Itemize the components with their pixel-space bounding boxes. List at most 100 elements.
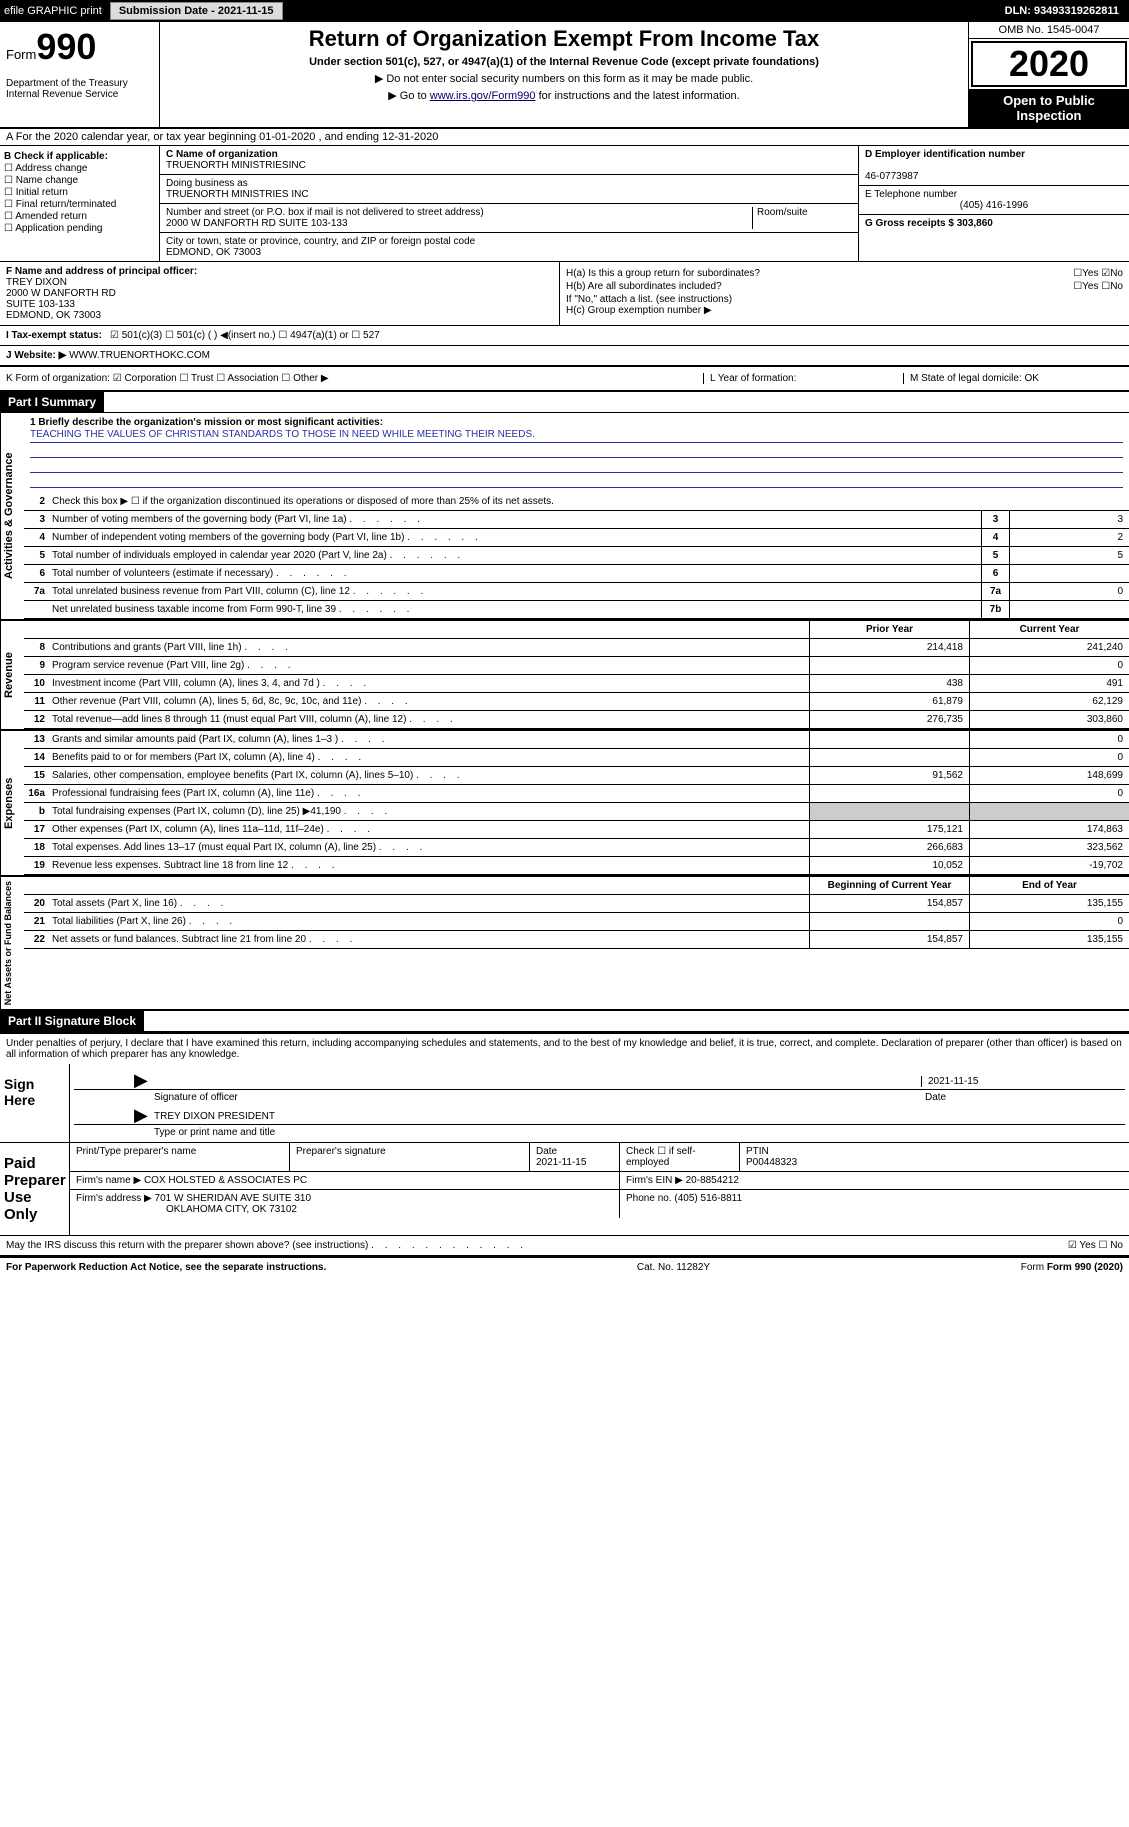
side-net: Net Assets or Fund Balances (0, 877, 24, 1009)
check-item[interactable]: ☐ Address change (4, 163, 155, 174)
summary-line: 19Revenue less expenses. Subtract line 1… (24, 857, 1129, 875)
tax-year: 2020 (971, 41, 1127, 87)
sign-here-row: Sign Here ▶ 2021-11-15 Signature of offi… (0, 1064, 1129, 1143)
irs-link[interactable]: www.irs.gov/Form990 (430, 90, 536, 102)
prep-phone: (405) 516-8811 (674, 1193, 742, 1204)
col-end: End of Year (969, 877, 1129, 894)
summary-line: 17Other expenses (Part IX, column (A), l… (24, 821, 1129, 839)
note2-prefix: ▶ Go to (388, 90, 429, 102)
firm-ein-label: Firm's EIN ▶ (626, 1175, 683, 1186)
right-column: D Employer identification number 46-0773… (859, 146, 1129, 261)
summary-line: 6Total number of volunteers (estimate if… (24, 565, 1129, 583)
hb-label: H(b) Are all subordinates included? (566, 281, 722, 292)
top-bar: efile GRAPHIC print Submission Date - 20… (0, 0, 1129, 22)
paid-preparer-row: Paid Preparer Use Only Print/Type prepar… (0, 1143, 1129, 1236)
part2-header: Part II Signature Block (0, 1011, 144, 1031)
side-rev: Revenue (0, 621, 24, 729)
expenses-section: Expenses 13Grants and similar amounts pa… (0, 731, 1129, 877)
omb-label: OMB No. 1545-0047 (969, 22, 1129, 39)
hb-note: If "No," attach a list. (see instruction… (566, 294, 1123, 305)
ein-value: 46-0773987 (865, 171, 918, 182)
phone-label: Phone no. (626, 1193, 672, 1204)
check-item[interactable]: ☐ Application pending (4, 223, 155, 234)
ha-answer: ☐Yes ☑No (1073, 268, 1123, 279)
note-ssn: ▶ Do not enter social security numbers o… (168, 72, 960, 85)
check-column: B Check if applicable: ☐ Address change … (0, 146, 160, 261)
city-label: City or town, state or province, country… (166, 236, 475, 247)
check-item[interactable]: ☐ Initial return (4, 187, 155, 198)
summary-line: 16aProfessional fundraising fees (Part I… (24, 785, 1129, 803)
form-header: Form990 Department of the Treasury Inter… (0, 22, 1129, 129)
room-label: Room/suite (757, 207, 808, 218)
may-irs-answer: ☑ Yes ☐ No (1068, 1240, 1123, 1251)
line2-text: Check this box ▶ ☐ if the organization d… (48, 493, 1129, 510)
footer-right: Form Form 990 (2020) (1021, 1262, 1123, 1273)
summary-line: 3Number of voting members of the governi… (24, 511, 1129, 529)
check-b-label: B Check if applicable: (4, 151, 155, 162)
submission-button[interactable]: Submission Date - 2021-11-15 (110, 2, 283, 20)
firm-name: COX HOLSTED & ASSOCIATES PC (144, 1175, 307, 1186)
i-options: ☑ 501(c)(3) ☐ 501(c) ( ) ◀(insert no.) ☐… (110, 330, 380, 341)
j-label: J Website: ▶ (6, 350, 66, 361)
c-label: C Name of organization (166, 149, 278, 160)
f-label: F Name and address of principal officer: (6, 266, 553, 277)
officer-name: TREY DIXON (6, 277, 553, 288)
summary-line: 20Total assets (Part X, line 16) . . . .… (24, 895, 1129, 913)
summary-line: 11Other revenue (Part VIII, column (A), … (24, 693, 1129, 711)
g-label: G Gross receipts $ 303,860 (865, 218, 993, 229)
prep-name-label: Print/Type preparer's name (70, 1143, 290, 1171)
officer-addr1: 2000 W DANFORTH RD (6, 288, 553, 299)
i-label: I Tax-exempt status: (6, 330, 102, 341)
note-link: ▶ Go to www.irs.gov/Form990 for instruct… (168, 89, 960, 102)
check-item[interactable]: ☐ Amended return (4, 211, 155, 222)
ha-label: H(a) Is this a group return for subordin… (566, 268, 760, 279)
officer-addr2: SUITE 103-133 (6, 299, 553, 310)
summary-line: bTotal fundraising expenses (Part IX, co… (24, 803, 1129, 821)
check-item[interactable]: ☐ Final return/terminated (4, 199, 155, 210)
footer-mid: Cat. No. 11282Y (637, 1262, 710, 1273)
efile-label: efile GRAPHIC print (4, 5, 102, 17)
firm-addr-label: Firm's address ▶ (76, 1193, 152, 1204)
summary-line: 15Salaries, other compensation, employee… (24, 767, 1129, 785)
form-title: Return of Organization Exempt From Incom… (168, 26, 960, 52)
k-form-org: K Form of organization: ☑ Corporation ☐ … (6, 373, 703, 384)
page-footer: For Paperwork Reduction Act Notice, see … (0, 1257, 1129, 1277)
summary-line: 18Total expenses. Add lines 13–17 (must … (24, 839, 1129, 857)
firm-city: OKLAHOMA CITY, OK 73102 (76, 1204, 297, 1215)
col-current-year: Current Year (969, 621, 1129, 638)
firm-name-label: Firm's name ▶ (76, 1175, 141, 1186)
dba-value: TRUENORTH MINISTRIES INC (166, 189, 309, 200)
org-name: TRUENORTH MINISTRIESINC (166, 160, 306, 171)
row-f: F Name and address of principal officer:… (0, 262, 1129, 326)
summary-line: 5Total number of individuals employed in… (24, 547, 1129, 565)
l-year-formation: L Year of formation: (703, 373, 903, 384)
summary-line: 13Grants and similar amounts paid (Part … (24, 731, 1129, 749)
dept-label: Department of the Treasury Internal Reve… (6, 78, 153, 100)
name-column: C Name of organization TRUENORTH MINISTR… (160, 146, 859, 261)
row-j: J Website: ▶ WWW.TRUENORTHOKC.COM (0, 346, 1129, 367)
col-beginning: Beginning of Current Year (809, 877, 969, 894)
date-label: Date (925, 1092, 1125, 1103)
addr-label: Number and street (or P.O. box if mail i… (166, 207, 484, 218)
form-number: 990 (36, 26, 96, 67)
website-value: WWW.TRUENORTHOKC.COM (69, 350, 210, 361)
summary-line: 8Contributions and grants (Part VIII, li… (24, 639, 1129, 657)
check-self: Check ☐ if self-employed (620, 1143, 740, 1171)
revenue-section: Revenue Prior Year Current Year 8Contrib… (0, 621, 1129, 731)
prep-date-label: Date (536, 1146, 557, 1157)
may-irs-text: May the IRS discuss this return with the… (6, 1240, 1068, 1251)
hb-answer: ☐Yes ☐No (1073, 281, 1123, 292)
summary-line: 21Total liabilities (Part X, line 26) . … (24, 913, 1129, 931)
form-label: Form (6, 47, 36, 62)
dln-label: DLN: 93493319262811 (999, 3, 1125, 19)
firm-addr: 701 W SHERIDAN AVE SUITE 310 (155, 1193, 312, 1204)
side-gov: Activities & Governance (0, 413, 24, 619)
dba-label: Doing business as (166, 178, 248, 189)
check-item[interactable]: ☐ Name change (4, 175, 155, 186)
city-value: EDMOND, OK 73003 (166, 247, 261, 258)
mission-blank (30, 444, 1123, 458)
summary-line: 9Program service revenue (Part VIII, lin… (24, 657, 1129, 675)
summary-line: 4Number of independent voting members of… (24, 529, 1129, 547)
hc-label: H(c) Group exemption number ▶ (566, 305, 1123, 316)
row-a-taxyear: A For the 2020 calendar year, or tax yea… (0, 129, 1129, 146)
